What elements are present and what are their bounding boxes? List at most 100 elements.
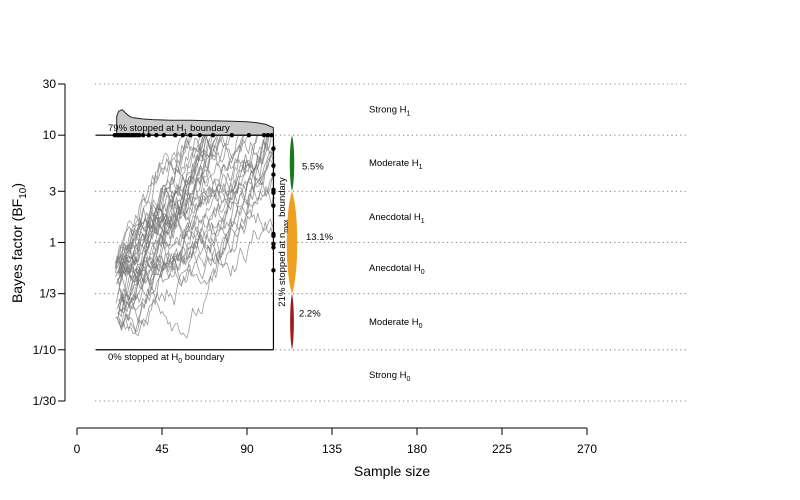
bf-path-23 [115, 134, 215, 267]
y-axis-title-end: ) [9, 183, 25, 188]
h1-stop-point-26 [265, 132, 270, 138]
h1-stop-point-22 [210, 132, 216, 138]
nmax-end-point-10 [271, 268, 276, 273]
h1-boundary-label-sub: 1 [184, 129, 188, 136]
violin-anecdotal [286, 191, 298, 294]
evidence-label-3-text: Anecdotal H [369, 263, 421, 274]
evidence-label-4-sub: 0 [419, 323, 423, 330]
evidence-label-4: Moderate H0 [369, 317, 423, 330]
pct-moderate-h1-label: 5.5% [302, 161, 324, 172]
evidence-label-1-sub: 1 [419, 164, 423, 171]
evidence-label-5-text: Strong H [369, 370, 407, 381]
h1-stop-point-21 [197, 132, 202, 138]
h1-stop-density [116, 109, 274, 136]
bf-path-12 [118, 176, 275, 305]
h1-stop-point-25 [261, 132, 267, 138]
h1-stop-point-15 [146, 132, 151, 138]
bf-path-21 [116, 177, 276, 285]
h1-stop-point-18 [173, 132, 178, 138]
bf-path-31 [117, 135, 245, 280]
h1-boundary-label-post: boundary [187, 123, 230, 134]
x-tick-label-5: 225 [492, 442, 512, 456]
h1-stop-point-27 [269, 132, 274, 138]
h0-boundary-label-sub: 0 [178, 358, 182, 365]
x-tick-label-0: 0 [74, 442, 81, 456]
chart-labels: 5.5% 13.1% 2.2% Sample size Bayes factor (BF… [9, 105, 430, 479]
nmax-end-point-4 [271, 190, 276, 196]
h0-boundary-label: 0% stopped at H0 boundary [108, 352, 225, 365]
y-axis-title-main: Bayes factor (BF [9, 199, 25, 303]
bf-path-32 [118, 135, 222, 337]
evidence-label-5-sub: 0 [407, 376, 411, 383]
violin-moderate-h0 [290, 293, 294, 350]
bf-path-9 [119, 134, 184, 305]
h0-boundary-label-post: boundary [182, 352, 225, 363]
h1-boundary-label: 79% stopped at H1 boundary [108, 123, 230, 136]
h1-boundary-label-text: 79% stopped at H [108, 123, 184, 134]
h1-stop-point-17 [161, 132, 167, 138]
nmax-violin [286, 135, 298, 350]
y-tick-label-6: 30 [43, 77, 57, 91]
bf-path-38 [119, 135, 228, 321]
x-axis-title: Sample size [354, 463, 430, 479]
h1-density-shape [116, 109, 274, 136]
stop-points [112, 132, 276, 273]
violin-moderate-h1 [289, 135, 295, 192]
y-tick-label-0: 1/30 [33, 394, 57, 408]
nmax-end-point-9 [271, 245, 276, 250]
y-tick-label-4: 3 [49, 184, 56, 198]
y-tick-label-2: 1/3 [39, 287, 56, 301]
y-axis-title-sub: 10 [18, 187, 29, 199]
x-tick-label-1: 45 [155, 442, 169, 456]
bf-path-30 [118, 135, 258, 273]
bf-path-18 [119, 135, 268, 325]
evidence-label-1: Moderate H1 [369, 158, 423, 171]
evidence-label-2-sub: 1 [421, 218, 425, 225]
bf-path-5 [117, 217, 275, 331]
bf-path-34 [117, 135, 266, 316]
h1-stop-point-13 [137, 132, 142, 138]
h1-stop-point-19 [180, 132, 185, 138]
bf-path-33 [114, 134, 206, 264]
y-tick-label-1: 1/10 [33, 343, 57, 357]
nmax-end-point-1 [271, 163, 276, 168]
nmax-end-point-5 [271, 203, 276, 208]
pct-moderate-h0-label: 2.2% [299, 308, 321, 319]
evidence-label-4-text: Moderate H [369, 317, 419, 328]
nmax-label-post: boundary [277, 177, 288, 220]
h0-boundary-label-text: 0% stopped at H [108, 352, 178, 363]
evidence-label-3-sub: 0 [421, 269, 425, 276]
h1-stop-point-24 [246, 132, 252, 138]
h1-stop-point-20 [188, 132, 193, 138]
x-tick-label-4: 180 [407, 442, 427, 456]
bf-path-16 [116, 139, 276, 278]
bf-path-11 [119, 196, 276, 312]
y-axis-title: Bayes factor (BF10) [9, 183, 29, 303]
bf-path-25 [118, 175, 275, 339]
bf-path-39 [114, 135, 218, 269]
x-tick-label-2: 90 [240, 442, 254, 456]
nmax-end-point-3 [271, 187, 276, 192]
bf-path-37 [117, 135, 219, 286]
bf-path-27 [116, 134, 209, 287]
bf-path-26 [117, 157, 276, 313]
bf-path-20 [116, 135, 193, 264]
nmax-label-sub: max [283, 219, 290, 233]
evidence-label-2: Anecdotal H1 [369, 212, 425, 225]
evidence-label-0-sub: 1 [407, 111, 411, 118]
evidence-label-1-text: Moderate H [369, 158, 419, 169]
nmax-end-point-0 [271, 146, 276, 151]
evidence-label-2-text: Anecdotal H [369, 212, 421, 223]
evidence-label-5: Strong H0 [369, 370, 411, 383]
h1-stop-point-14 [140, 132, 146, 138]
evidence-label-0: Strong H1 [369, 105, 411, 118]
nmax-end-point-8 [271, 241, 276, 247]
bf-path-17 [119, 134, 274, 304]
nmax-label-text: 21% stopped at n [277, 233, 288, 307]
bf-path-35 [119, 134, 192, 272]
y-tick-label-3: 1 [49, 235, 56, 249]
nmax-boundary-label: 21% stopped at nmax boundary [277, 177, 290, 307]
y-tick-label-5: 10 [43, 128, 57, 142]
